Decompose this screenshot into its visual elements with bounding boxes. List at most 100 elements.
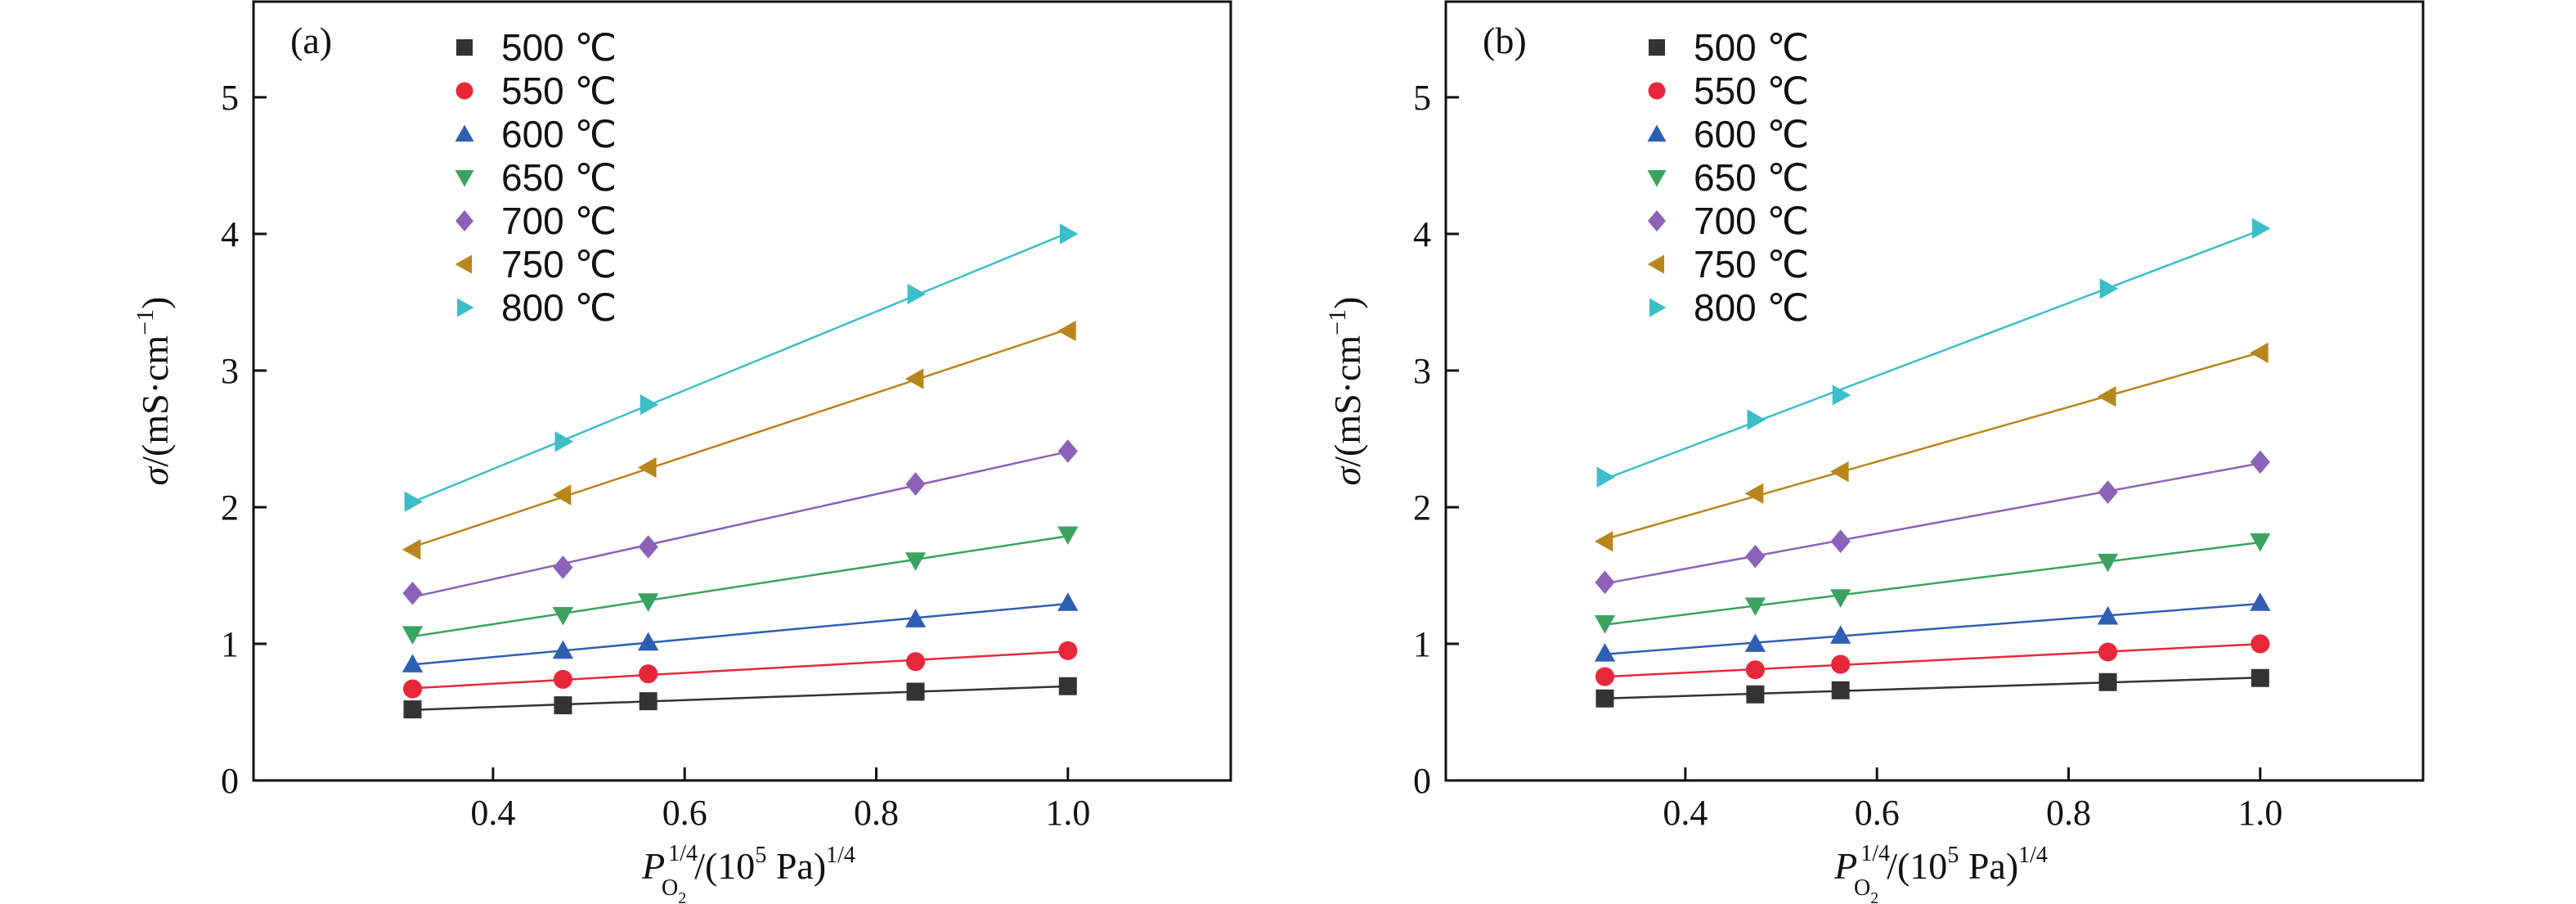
data-point (1831, 681, 1850, 699)
data-point (638, 593, 659, 612)
data-point (402, 654, 424, 672)
data-point (553, 555, 573, 579)
data-point (906, 682, 925, 701)
x-axis-title-part: /(10 (1887, 845, 1947, 887)
data-point (1744, 633, 1766, 652)
fit-line (412, 685, 1068, 712)
fit-line (1604, 677, 2260, 700)
data-point (1745, 544, 1766, 569)
data-point (638, 632, 659, 651)
data-point (1594, 531, 1613, 552)
x-axis-title: P 1/4 O2/(105 Pa)1/4 (641, 841, 855, 904)
x-axis-title: P 1/4 O2/(105 Pa)1/4 (1833, 841, 2048, 904)
data-point (1744, 597, 1766, 616)
series-6 (1596, 218, 2271, 488)
x-tick-label: 1.0 (2237, 793, 2282, 833)
data-point (2250, 533, 2271, 552)
data-point (1057, 439, 1078, 463)
fit-line (1604, 229, 2261, 480)
legend-label: 650 ℃ (1694, 156, 1809, 199)
data-point (553, 669, 572, 689)
data-point (1057, 526, 1079, 546)
y-axis-symbol: σ (134, 465, 176, 485)
x-axis-title-part: 2 (678, 889, 686, 904)
legend-label: 700 ℃ (501, 200, 617, 242)
y-tick-label: 0 (1413, 761, 1431, 801)
series-0 (403, 677, 1077, 719)
y-tick-label: 4 (1413, 214, 1431, 254)
data-point (2251, 668, 2269, 687)
x-tick-label: 1.0 (1045, 793, 1090, 833)
legend-label: 500 ℃ (501, 26, 617, 69)
x-axis-title-part: Pa) (766, 845, 826, 887)
data-point (1595, 689, 1614, 708)
legend-label: 600 ℃ (1694, 113, 1809, 155)
panel-label: (b) (1483, 20, 1527, 61)
data-point (1744, 483, 1764, 504)
data-point (906, 652, 926, 672)
series-0 (1595, 668, 2269, 708)
y-axis-exponent: −1 (132, 309, 159, 335)
data-point (1057, 320, 1076, 342)
y-tick-label: 4 (221, 214, 239, 254)
data-point (2098, 642, 2118, 662)
data-point (554, 696, 572, 715)
data-point (552, 484, 572, 506)
series-5 (1594, 342, 2269, 552)
x-axis-title-part: 1/4 (826, 843, 855, 868)
data-point (638, 535, 658, 559)
data-point (552, 607, 574, 626)
x-tick-label: 0.6 (1855, 793, 1900, 833)
data-point (1059, 223, 1079, 245)
legend-marker (456, 39, 473, 56)
fit-line (412, 535, 1069, 638)
legend-marker (1647, 170, 1667, 187)
fit-line (412, 602, 1068, 666)
y-axis-symbol: σ (1326, 465, 1368, 485)
x-axis-title-part: 2 (1870, 889, 1878, 904)
fit-line (1604, 541, 2260, 626)
legend-marker (1648, 210, 1666, 232)
data-point (1596, 466, 1616, 488)
y-axis-close: ) (134, 297, 176, 309)
x-tick-label: 0.4 (1663, 793, 1708, 833)
legend-label: 750 ℃ (1694, 243, 1809, 286)
series-3 (1594, 533, 2271, 634)
x-tick-label: 0.4 (470, 793, 515, 833)
data-point (402, 679, 423, 699)
data-point (638, 456, 657, 479)
data-point (2250, 342, 2269, 363)
plot-frame (252, 0, 1232, 782)
data-point (905, 472, 926, 496)
data-point (639, 692, 657, 711)
x-axis-title-part: 1/4 (2018, 843, 2048, 868)
legend-label: 500 ℃ (1694, 26, 1809, 69)
legend-label: 650 ℃ (501, 156, 617, 199)
data-point (404, 491, 424, 512)
data-point (2097, 553, 2119, 573)
y-tick-label: 3 (1413, 351, 1431, 391)
data-point (2250, 592, 2271, 611)
y-tick-label: 2 (1413, 488, 1431, 528)
data-point (1595, 667, 1615, 686)
data-point (1746, 685, 1765, 704)
x-axis-title-part: P (1833, 845, 1857, 887)
series-3 (402, 526, 1079, 645)
legend-marker (456, 210, 473, 232)
fit-line (1604, 602, 2260, 655)
series-4 (1595, 450, 2270, 595)
data-point (2251, 218, 2271, 239)
data-point (1595, 570, 1615, 595)
y-tick-label: 2 (221, 488, 239, 528)
data-point (2251, 634, 2270, 654)
data-point (640, 394, 659, 416)
data-point (1830, 589, 1851, 608)
data-point (402, 626, 424, 645)
y-tick-label: 5 (1413, 78, 1431, 118)
data-point (1747, 409, 1766, 430)
data-point (1594, 615, 1616, 634)
